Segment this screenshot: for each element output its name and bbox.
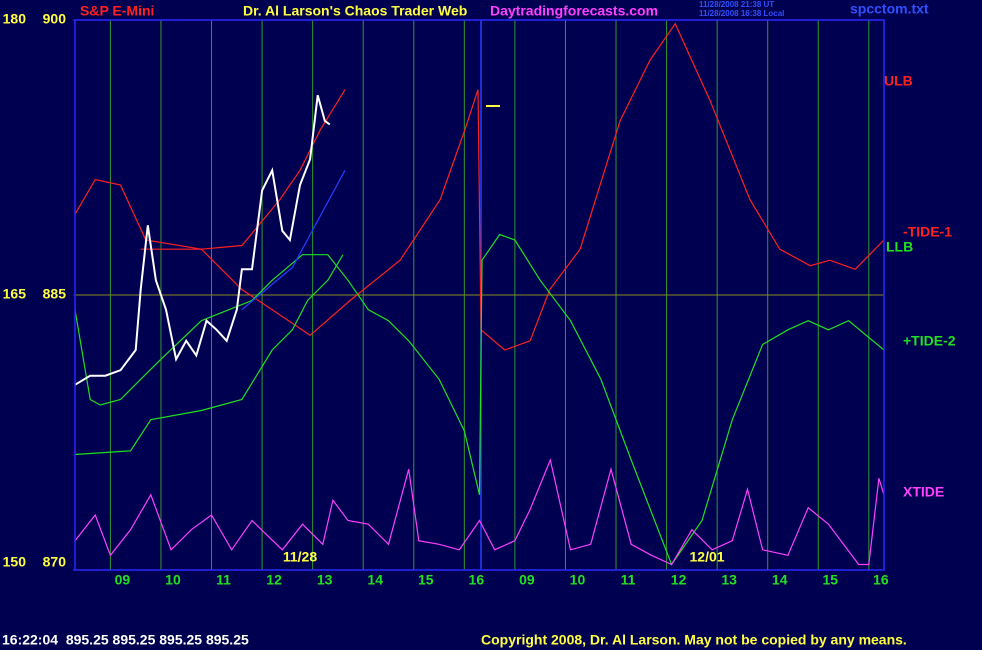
x-tick-label: 15: [418, 572, 434, 588]
y-tick-label: 885: [43, 286, 67, 302]
file-name: spcctom.txt: [850, 1, 929, 17]
time-local: 11/28/2008 16:38 Local: [699, 9, 784, 18]
chart-title: Dr. Al Larson's Chaos Trader Web: [243, 3, 467, 19]
y2-tick-label: 180: [3, 11, 27, 27]
x-tick-label: 10: [570, 572, 586, 588]
x-tick-label: 12: [266, 572, 282, 588]
series-line: [74, 89, 346, 250]
x-tick-label: 14: [367, 572, 383, 588]
y2-tick-label: 165: [3, 286, 27, 302]
x-tick-label: 13: [721, 572, 737, 588]
instrument: S&P E-Mini: [80, 3, 154, 19]
quote: 16:22:04 895.25 895.25 895.25 895.25: [2, 632, 249, 648]
annotation: 11/28: [283, 549, 317, 565]
legend-label: -TIDE-1: [903, 224, 952, 240]
copyright: Copyright 2008, Dr. Al Larson. May not b…: [481, 632, 907, 648]
series-line: [74, 233, 885, 566]
x-tick-label: 13: [317, 572, 333, 588]
y-tick-label: 900: [43, 11, 67, 27]
legend-label: LLB: [886, 239, 913, 255]
series-line: [74, 94, 331, 386]
legend-label: XTIDE: [903, 484, 944, 500]
x-tick-label: 09: [115, 572, 131, 588]
y-tick-label: 870: [43, 554, 67, 570]
x-tick-label: 11: [621, 572, 636, 588]
time-ut: 11/28/2008 21:38 UT: [699, 0, 774, 9]
site: Daytradingforecasts.com: [490, 3, 658, 19]
x-tick-label: 11: [216, 572, 231, 588]
series-line: [74, 458, 885, 566]
x-tick-label: 16: [873, 572, 889, 588]
x-tick-label: 10: [165, 572, 181, 588]
plot: 09 10 11 12 13 14 15 16 09 10 11 12 13 14 15 16 870 885 90…: [3, 11, 956, 588]
x-tick-label: 12: [671, 572, 687, 588]
series-line: [74, 254, 344, 456]
series-line: [241, 170, 346, 311]
legend-label: +TIDE-2: [903, 333, 956, 349]
y2-tick-label: 150: [3, 554, 27, 570]
legend-label: ULB: [884, 73, 913, 89]
x-tick-label: 15: [822, 572, 838, 588]
x-tick-label: 14: [772, 572, 788, 588]
plot-border: [74, 19, 885, 571]
x-tick-label: 09: [519, 572, 535, 588]
x-tick-label: 16: [469, 572, 485, 588]
annotation: 12/01: [690, 549, 725, 565]
series-line: [140, 22, 885, 351]
